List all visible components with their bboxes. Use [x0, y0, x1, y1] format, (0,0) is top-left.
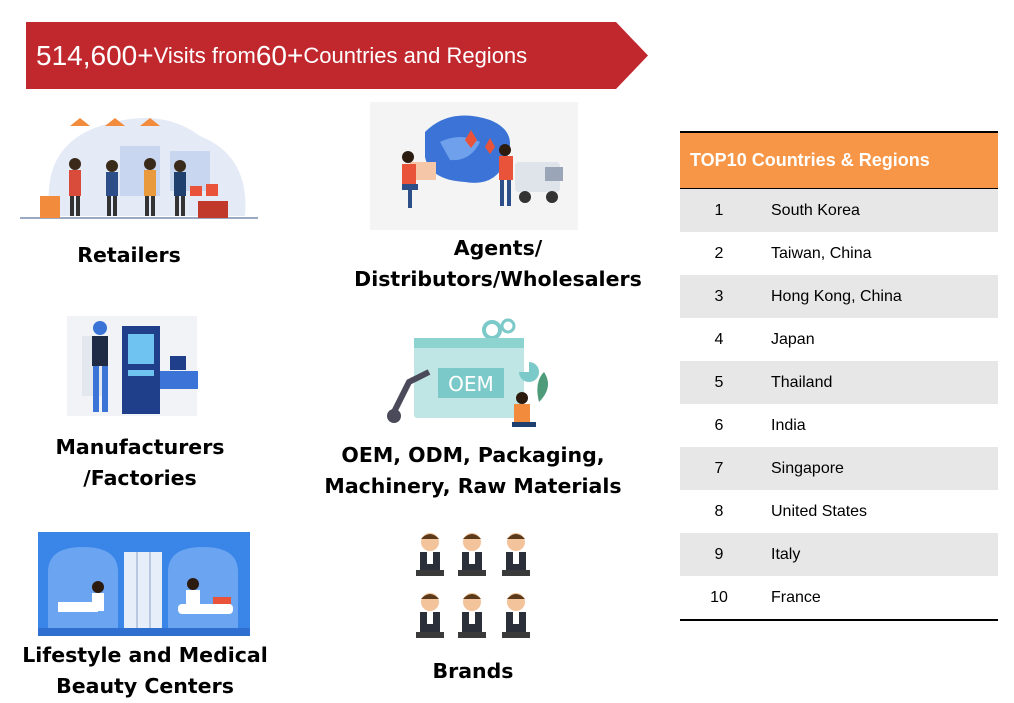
table-row: 2 Taiwan, China — [680, 232, 998, 275]
agents-illustration — [370, 102, 578, 230]
table-row: 3 Hong Kong, China — [680, 275, 998, 318]
manufacturers-label-line1: Manufacturers — [55, 435, 225, 459]
brands-label: Brands — [432, 659, 514, 683]
row-rank: 7 — [714, 459, 724, 477]
row-name: South Korea — [771, 201, 860, 219]
lifestyle-label-line2: Beauty Centers — [56, 674, 234, 698]
table-row: 9 Italy — [680, 533, 998, 576]
visits-count: 514,600+ — [36, 39, 154, 71]
agents-label: Agents/ Distributors/Wholesalers — [340, 233, 656, 295]
manufacturers-label: Manufacturers /Factories — [40, 432, 240, 494]
table-row: 5 Thailand — [680, 361, 998, 404]
row-name: United States — [771, 502, 868, 520]
row-rank: 2 — [714, 244, 724, 262]
oem-label: OEM, ODM, Packaging, Machinery, Raw Mate… — [310, 440, 636, 502]
row-rank: 5 — [714, 373, 724, 391]
table-row: 1 South Korea — [680, 189, 998, 232]
retailers-illustration — [20, 106, 258, 224]
table-row: 6 India — [680, 404, 998, 447]
row-rank: 6 — [714, 416, 724, 434]
oem-label-line2: Machinery, Raw Materials — [324, 474, 622, 498]
lifestyle-illustration — [38, 532, 250, 636]
countries-text: Countries and Regions — [303, 42, 528, 68]
lifestyle-label: Lifestyle and Medical Beauty Centers — [14, 640, 276, 702]
oem-illustration: OEM — [384, 312, 560, 438]
agents-label-line1: Agents/ — [453, 236, 543, 260]
countries-count: 60+ — [255, 39, 304, 71]
retailers-label: Retailers — [77, 243, 181, 267]
table-row: 10 France — [680, 576, 998, 619]
headline-banner: 514,600+ Visits from 60+ Countries and R… — [26, 22, 648, 89]
agents-label-line2: Distributors/Wholesalers — [354, 267, 642, 291]
manufacturers-label-line2: /Factories — [83, 466, 197, 490]
row-rank: 10 — [710, 588, 728, 606]
row-rank: 1 — [714, 201, 724, 219]
row-rank: 3 — [714, 287, 724, 305]
row-name: Singapore — [771, 459, 844, 477]
row-name: Taiwan, China — [771, 244, 872, 262]
row-rank: 9 — [714, 545, 724, 563]
table-row: 4 Japan — [680, 318, 998, 361]
table-bottom-rule — [680, 619, 998, 621]
row-name: India — [771, 416, 806, 434]
lifestyle-label-line1: Lifestyle and Medical — [22, 643, 268, 667]
row-rank: 4 — [714, 330, 724, 348]
manufacturers-illustration — [62, 296, 202, 424]
oem-badge-text: OEM — [448, 372, 494, 396]
row-name: Japan — [771, 330, 815, 348]
table-title: TOP10 Countries & Regions — [680, 131, 998, 189]
row-name: Thailand — [771, 373, 833, 391]
top10-table: TOP10 Countries & Regions 1 South Korea 2… — [680, 131, 998, 621]
table-row: 7 Singapore — [680, 447, 998, 490]
row-name: Hong Kong, China — [771, 287, 902, 305]
row-rank: 8 — [714, 502, 724, 520]
row-name: France — [771, 588, 821, 606]
oem-label-line1: OEM, ODM, Packaging, — [341, 443, 605, 467]
brands-illustration — [412, 530, 536, 644]
row-name: Italy — [771, 545, 801, 563]
visits-text: Visits from — [153, 42, 256, 68]
table-row: 8 United States — [680, 490, 998, 533]
